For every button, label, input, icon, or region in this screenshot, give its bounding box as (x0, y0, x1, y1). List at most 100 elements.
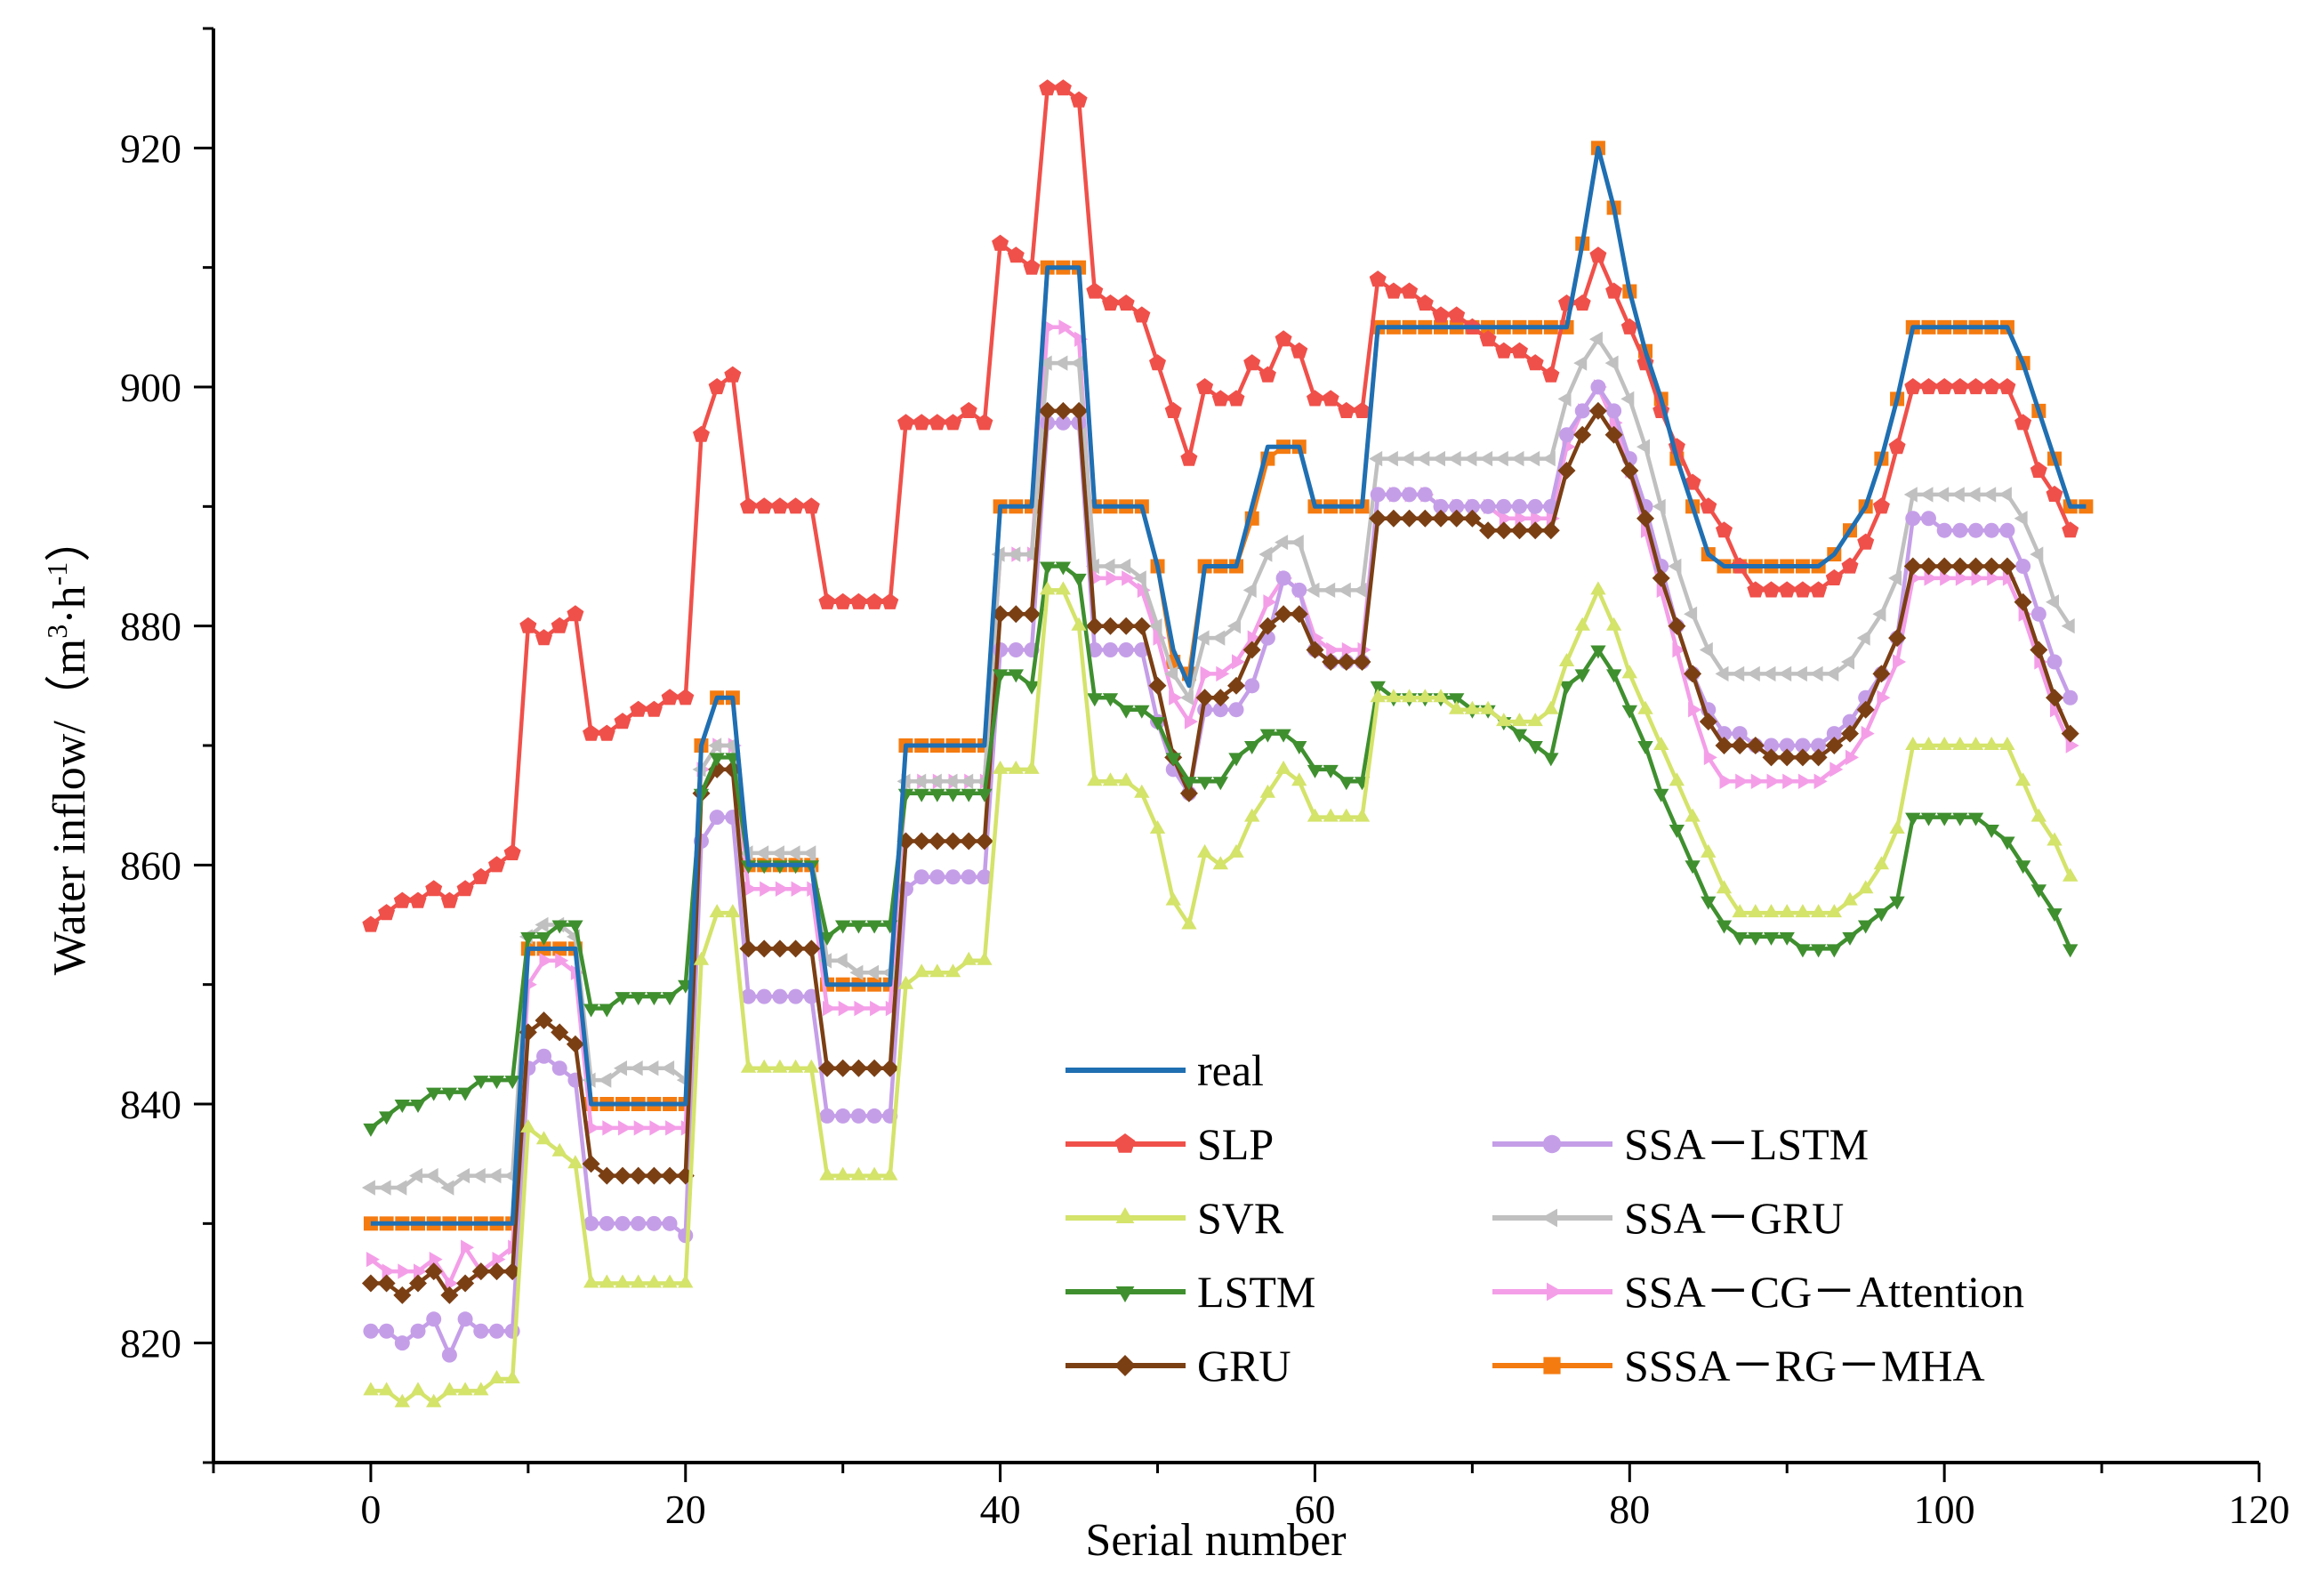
data-point-ssa-gru (1322, 582, 1336, 598)
data-point-ssa-lstm (1275, 570, 1291, 586)
legend-swatch-marker (1114, 1133, 1136, 1153)
data-point-ssa-gru (377, 1180, 391, 1196)
data-point-ssa-gru (1778, 665, 1792, 682)
data-point-lstm (488, 1076, 505, 1090)
data-point-slp (1275, 330, 1292, 347)
data-point-slp (802, 497, 820, 514)
data-point-gru (1195, 689, 1214, 707)
data-point-ssa-gru (456, 1167, 470, 1184)
data-point-ssa-lstm (1732, 726, 1748, 742)
data-point-slp (740, 497, 757, 514)
data-point-ssa-lstm (1386, 487, 1402, 503)
data-point-ssa-gru (1636, 439, 1650, 455)
legend-swatch-marker (1547, 1282, 1563, 1302)
data-point-ssa-gru (1290, 535, 1304, 551)
data-point-svr (1024, 760, 1040, 774)
data-point-slp (551, 617, 568, 633)
data-point-gru (1054, 401, 1073, 420)
legend-item-lstm: LSTM (1066, 1267, 1315, 1317)
data-point-svr (866, 1166, 882, 1181)
data-point-svr (1417, 689, 1433, 703)
data-point-lstm (977, 788, 993, 802)
data-point-svr (1118, 772, 1134, 786)
data-point-slp (583, 724, 600, 741)
data-point-ssa-lstm (599, 1215, 615, 1231)
data-point-ssa-lstm (1480, 498, 1496, 514)
data-point-svr (426, 1393, 442, 1407)
data-point-gru (1715, 737, 1733, 754)
data-point-ssa-cg-attention (398, 1263, 412, 1279)
data-point-ssa-gru (1038, 355, 1052, 371)
legend-label: SSA－LSTM (1624, 1119, 1869, 1169)
data-point-svr (897, 975, 914, 989)
data-point-gru (1825, 737, 1844, 754)
data-point-gru (755, 939, 774, 958)
data-point-ssa-cg-attention (1090, 570, 1104, 586)
data-point-ssa-lstm (583, 1215, 599, 1231)
data-point-ssa-gru (1432, 450, 1445, 467)
data-point-lstm (1653, 788, 1669, 802)
data-point-svr (1889, 820, 1905, 834)
data-point-lstm (1118, 705, 1134, 719)
data-point-gru (614, 1166, 631, 1185)
data-point-gru (1101, 617, 1120, 635)
data-point-ssa-cg-attention (366, 1252, 380, 1268)
data-point-slp (2030, 462, 2047, 479)
data-point-ssa-lstm (2047, 654, 2063, 670)
data-point-ssa-gru (393, 1180, 407, 1196)
data-point-slp (1495, 342, 1513, 359)
data-point-svr (945, 963, 961, 978)
data-point-slp (960, 401, 977, 418)
data-point-gru (598, 1166, 616, 1185)
y-axis-title-mid: ·h (44, 585, 95, 624)
legend-label: GRU (1197, 1341, 1291, 1391)
data-point-ssa-gru (361, 1180, 375, 1196)
data-point-slp (708, 378, 726, 395)
data-point-slp (1243, 354, 1261, 371)
data-point-gru (645, 1166, 663, 1185)
data-point-ssa-lstm (1055, 415, 1071, 431)
data-point-slp (693, 425, 710, 442)
data-point-svr (1449, 700, 1465, 714)
data-point-ssa-lstm (1826, 726, 1842, 742)
data-point-ssa-gru (944, 773, 958, 789)
data-point-gru (818, 1059, 836, 1077)
data-point-slp (598, 724, 615, 741)
data-point-gru (944, 832, 962, 850)
data-point-ssa-cg-attention (2065, 738, 2079, 754)
data-point-gru (1242, 641, 1261, 659)
y-axis-title-main: Water inflow/（m (44, 639, 95, 976)
data-point-gru (1636, 509, 1654, 528)
data-point-svr (1386, 689, 1402, 703)
data-point-lstm (1701, 896, 1717, 910)
data-point-ssa-gru (1369, 450, 1383, 467)
data-point-slp (787, 497, 805, 514)
data-point-svr (1102, 772, 1119, 786)
data-point-gru (1950, 557, 1969, 576)
data-point-ssa-gru (1998, 487, 2012, 503)
data-point-ssa-lstm (631, 1215, 647, 1231)
data-point-ssa-gru (1526, 450, 1540, 467)
data-point-ssa-lstm (1402, 487, 1418, 503)
data-point-gru (1935, 557, 1954, 576)
data-point-lstm (1685, 860, 1701, 875)
legend-label: SSA－GRU (1624, 1193, 1844, 1243)
data-point-gru (1573, 425, 1592, 444)
data-point-ssa-cg-attention (1750, 773, 1765, 789)
data-point-ssa-gru (1463, 450, 1477, 467)
data-point-lstm (1967, 812, 1984, 826)
data-point-ssa-gru (1195, 630, 1210, 646)
data-point-ssa-gru (1007, 546, 1021, 562)
data-point-svr (709, 904, 725, 918)
legend-item-real: real (1066, 1045, 1264, 1095)
data-point-svr (1763, 904, 1780, 918)
data-point-ssa-gru (833, 953, 848, 969)
data-point-ssa-gru (1085, 558, 1099, 575)
data-point-ssa-lstm (1559, 427, 1575, 443)
data-point-svr (1228, 843, 1244, 858)
data-point-ssa-lstm (1464, 498, 1480, 514)
data-point-gru (2014, 592, 2032, 611)
data-point-ssa-gru (1604, 355, 1619, 371)
data-point-ssa-lstm (2030, 606, 2047, 622)
data-point-svr (1275, 760, 1291, 774)
